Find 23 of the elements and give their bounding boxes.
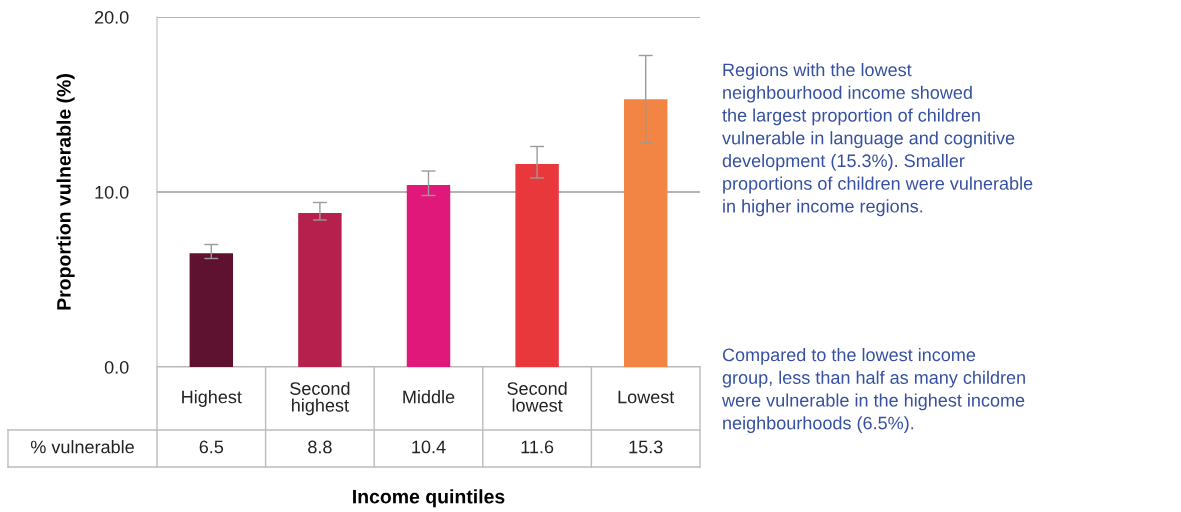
x-tick-label: Second lowest	[507, 381, 567, 412]
bar	[189, 253, 234, 367]
y-tick-label: 0.0	[104, 360, 129, 374]
x-axis-title: Income quintiles	[353, 489, 505, 508]
bar	[298, 213, 342, 367]
text: % vulnerable	[30, 440, 134, 454]
x-tick-label: Lowest	[618, 390, 675, 404]
y-tick-label: 10.0	[95, 185, 129, 199]
text: Compared to the lowest income group, less than half as many children were vulnerable in the highest income neighbourhoods (6.5%).	[721, 348, 1025, 433]
y-axis-title: Proportion vulnerable (%)	[56, 74, 75, 310]
text: Regions with the lowest neighbourhood income showed the largest proportion of children vulnerable in language and cognitive development (15.3%). Smaller proportions of children were vulnerable in higher income regions.	[722, 63, 1033, 217]
bar	[515, 164, 559, 367]
data-label: 10.4	[412, 440, 446, 454]
data-label: 8.8	[308, 440, 332, 454]
x-tick-label: Highest	[182, 390, 242, 407]
data-label: 11.6	[521, 440, 554, 454]
data-label: 6.5	[199, 440, 224, 454]
bar	[406, 185, 451, 367]
data-label: 15.3	[629, 440, 663, 454]
y-tick-label: 20.0	[94, 10, 129, 24]
x-tick-label: Second highest	[290, 381, 350, 416]
x-tick-label: Middle	[403, 390, 455, 404]
bar	[623, 99, 668, 367]
